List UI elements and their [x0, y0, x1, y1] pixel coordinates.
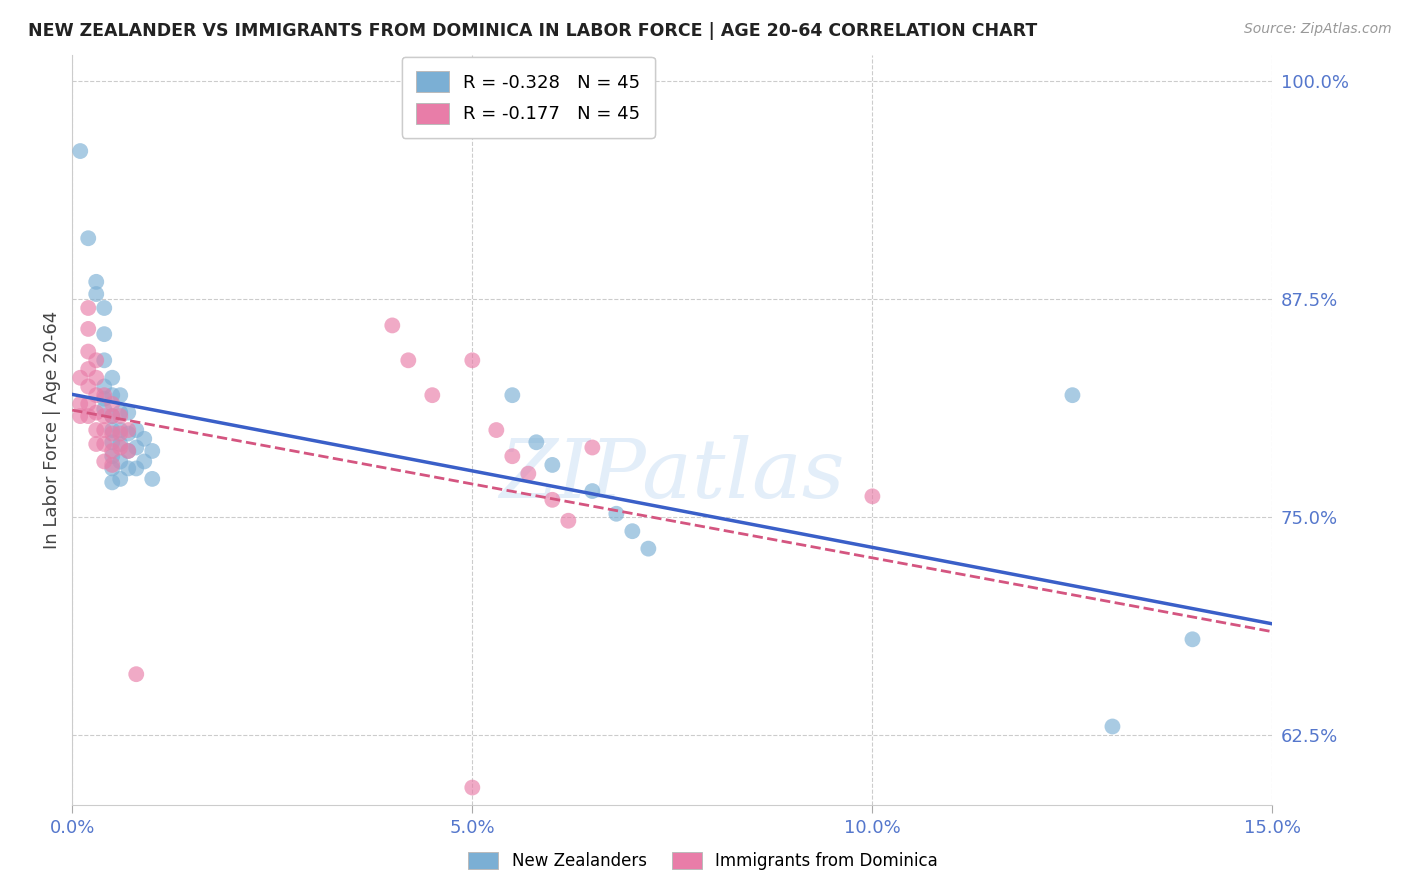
Point: [501, 388, 523, 402]
Point: [501, 449, 523, 463]
Point: [93, 437, 115, 451]
Point: [93, 327, 115, 342]
Text: Source: ZipAtlas.com: Source: ZipAtlas.com: [1244, 22, 1392, 37]
Point: [117, 423, 139, 437]
Point: [101, 444, 124, 458]
Point: [84, 287, 107, 301]
Y-axis label: In Labor Force | Age 20-64: In Labor Force | Age 20-64: [44, 311, 60, 549]
Point: [93, 379, 115, 393]
Point: [77, 301, 100, 315]
Point: [84, 388, 107, 402]
Point: [605, 507, 627, 521]
Point: [101, 397, 124, 411]
Point: [501, 806, 523, 821]
Point: [110, 472, 132, 486]
Text: NEW ZEALANDER VS IMMIGRANTS FROM DOMINICA IN LABOR FORCE | AGE 20-64 CORRELATION: NEW ZEALANDER VS IMMIGRANTS FROM DOMINIC…: [28, 22, 1038, 40]
Point: [84, 406, 107, 420]
Point: [77, 344, 100, 359]
Point: [101, 458, 124, 472]
Point: [125, 667, 148, 681]
Point: [69, 370, 91, 384]
Point: [396, 353, 419, 368]
Point: [141, 472, 163, 486]
Point: [117, 461, 139, 475]
Point: [69, 144, 91, 158]
Point: [381, 318, 404, 333]
Point: [93, 388, 115, 402]
Point: [117, 406, 139, 420]
Legend: R = -0.328   N = 45, R = -0.177   N = 45: R = -0.328 N = 45, R = -0.177 N = 45: [402, 57, 655, 138]
Point: [110, 388, 132, 402]
Point: [125, 441, 148, 455]
Point: [621, 524, 644, 539]
Point: [77, 362, 100, 376]
Point: [117, 426, 139, 441]
Point: [1181, 632, 1204, 647]
Point: [1101, 719, 1123, 733]
Point: [557, 514, 579, 528]
Point: [581, 484, 603, 499]
Text: ZIPatlas: ZIPatlas: [499, 435, 845, 515]
Point: [84, 437, 107, 451]
Point: [77, 409, 100, 423]
Legend: New Zealanders, Immigrants from Dominica: New Zealanders, Immigrants from Dominica: [461, 845, 945, 877]
Point: [84, 275, 107, 289]
Point: [461, 780, 484, 795]
Point: [860, 489, 883, 503]
Point: [101, 370, 124, 384]
Point: [101, 426, 124, 441]
Point: [485, 423, 508, 437]
Point: [125, 423, 148, 437]
Point: [84, 370, 107, 384]
Point: [1062, 388, 1084, 402]
Point: [524, 435, 547, 450]
Point: [101, 475, 124, 490]
Point: [461, 353, 484, 368]
Point: [541, 458, 564, 472]
Point: [101, 423, 124, 437]
Point: [84, 423, 107, 437]
Point: [69, 397, 91, 411]
Point: [134, 432, 156, 446]
Point: [84, 353, 107, 368]
Point: [93, 402, 115, 417]
Point: [93, 409, 115, 423]
Point: [117, 444, 139, 458]
Point: [110, 423, 132, 437]
Point: [110, 426, 132, 441]
Point: [420, 388, 443, 402]
Point: [581, 441, 603, 455]
Point: [125, 461, 148, 475]
Point: [77, 397, 100, 411]
Point: [77, 231, 100, 245]
Point: [517, 467, 540, 481]
Point: [141, 444, 163, 458]
Point: [110, 441, 132, 455]
Point: [101, 409, 124, 423]
Point: [69, 409, 91, 423]
Point: [110, 437, 132, 451]
Point: [93, 392, 115, 406]
Point: [93, 423, 115, 437]
Point: [637, 541, 659, 556]
Point: [93, 454, 115, 468]
Point: [93, 353, 115, 368]
Point: [110, 409, 132, 423]
Point: [110, 406, 132, 420]
Point: [93, 301, 115, 315]
Point: [101, 409, 124, 423]
Point: [77, 322, 100, 336]
Point: [101, 435, 124, 450]
Point: [117, 444, 139, 458]
Point: [134, 454, 156, 468]
Point: [101, 461, 124, 475]
Point: [110, 454, 132, 468]
Point: [101, 449, 124, 463]
Point: [77, 379, 100, 393]
Point: [101, 388, 124, 402]
Point: [541, 492, 564, 507]
